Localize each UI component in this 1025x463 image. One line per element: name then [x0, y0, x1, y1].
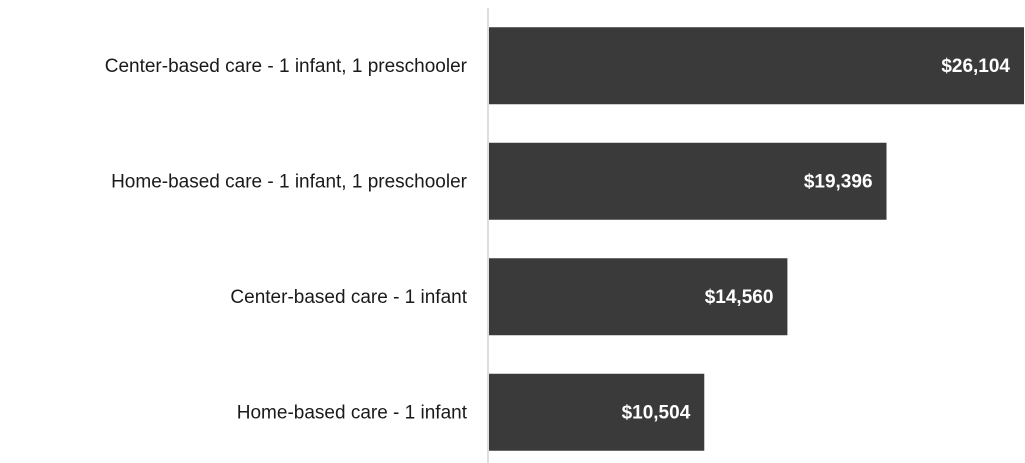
category-label: Home-based care - 1 infant, 1 preschoole…	[111, 171, 468, 192]
bar	[489, 373, 705, 451]
value-label: $19,396	[804, 171, 873, 192]
value-label: $26,104	[941, 56, 1010, 77]
category-label: Center-based care - 1 infant, 1 preschoo…	[105, 56, 468, 77]
bar	[489, 258, 788, 336]
value-label: $10,504	[622, 402, 691, 423]
bar	[489, 27, 1024, 105]
value-label: $14,560	[705, 287, 774, 308]
category-label: Center-based care - 1 infant	[230, 287, 467, 308]
bar	[489, 142, 887, 220]
category-label: Home-based care - 1 infant	[237, 402, 468, 423]
